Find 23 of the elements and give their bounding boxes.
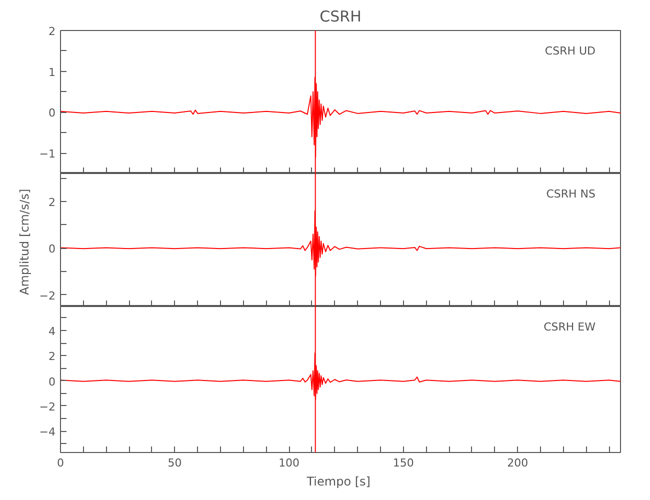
y-tick-label: 0 (48, 242, 56, 256)
y-tick-label: 2 (48, 196, 56, 209)
y-tick-label: 1 (48, 66, 56, 79)
y-tick-label: −4 (39, 426, 56, 439)
y-tick-label: 0 (48, 106, 56, 120)
y-tick-label: 2 (48, 350, 56, 364)
annotation: CSRH NS (546, 188, 596, 200)
y-tick-label: −2 (39, 400, 56, 414)
y-tick-label: −2 (39, 289, 56, 302)
annotation: CSRH EW (544, 320, 596, 334)
y-tick-label: 2 (48, 25, 56, 38)
x-tick-label: 200 (507, 456, 528, 470)
x-tick-label: 150 (392, 456, 414, 470)
y-axis-title: Amplitud [cm/s/s] (17, 188, 32, 295)
chart-title: CSRH (320, 8, 362, 26)
y-tick-label: 0 (48, 375, 56, 388)
annotation: CSRH UD (544, 44, 596, 58)
y-tick-label: −1 (39, 148, 56, 161)
x-tick-label: 100 (278, 456, 300, 470)
x-axis-title: Tiempo [s] (306, 474, 370, 488)
x-tick-label: 50 (168, 456, 182, 470)
y-tick-label: 4 (48, 324, 56, 338)
x-tick-label: 0 (57, 456, 64, 470)
